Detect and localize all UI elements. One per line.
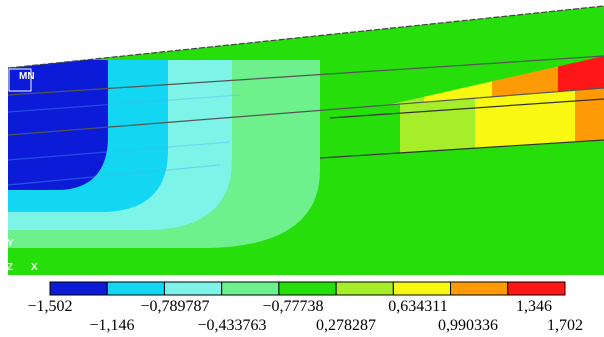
legend-label-top-5: 1,346 bbox=[516, 298, 552, 315]
axis-y-label: Y bbox=[7, 238, 14, 249]
min-marker-label: MN bbox=[19, 71, 35, 82]
legend-swatch bbox=[106, 281, 165, 296]
legend-label-top-1: −1,502 bbox=[27, 298, 73, 315]
legend-swatch bbox=[163, 281, 223, 296]
axis-z-label: Z bbox=[7, 262, 14, 273]
legend-label-bottom-4: 0,990336 bbox=[438, 317, 498, 334]
legend-swatch bbox=[392, 281, 452, 296]
legend-label-bottom-5: 1,702 bbox=[547, 317, 583, 334]
legend-swatch bbox=[221, 281, 280, 296]
legend-swatch bbox=[507, 281, 566, 296]
legend-label-bottom-3: 0,278287 bbox=[316, 317, 376, 334]
legend-label-bottom-1: −1,146 bbox=[89, 317, 135, 334]
legend-swatch bbox=[335, 281, 394, 296]
legend-label-top-4: 0,634311 bbox=[388, 298, 448, 315]
legend-label-top-2: −0,789787 bbox=[140, 298, 210, 315]
legend-swatch bbox=[49, 281, 108, 296]
legend-label-top-3: −0,77738 bbox=[262, 298, 324, 315]
axis-x-label: X bbox=[31, 262, 38, 273]
legend-color-bar bbox=[49, 281, 566, 296]
layer-boundaries bbox=[7, 5, 604, 186]
min-marker-box bbox=[8, 68, 32, 92]
legend-label-bottom-2: −0,433763 bbox=[197, 317, 267, 334]
legend-swatch bbox=[278, 281, 337, 296]
legend-swatch bbox=[450, 281, 509, 296]
